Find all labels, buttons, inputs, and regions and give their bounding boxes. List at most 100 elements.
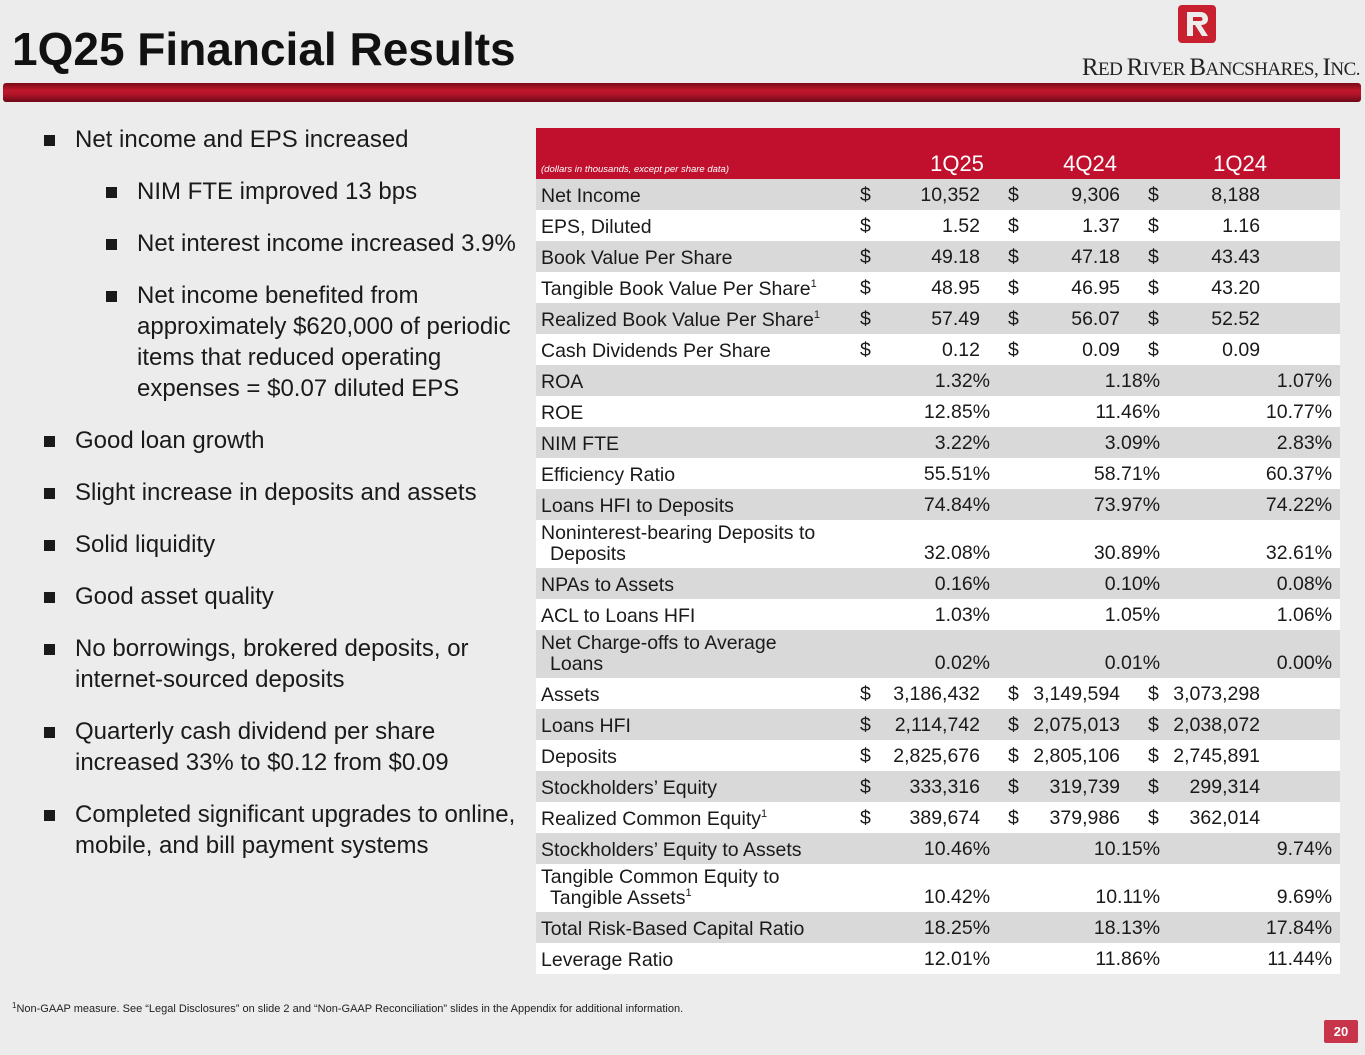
cell-value: 10.46% (854, 833, 1021, 864)
column-header: 1Q24 (1160, 128, 1341, 179)
list-item: Good loan growth (44, 425, 524, 456)
currency-symbol: $ (1120, 771, 1161, 802)
row-label: Tangible Common Equity to Tangible Assets… (536, 864, 854, 912)
row-label: Realized Book Value Per Share1 (536, 303, 854, 334)
cell-value: 1.06% (1160, 599, 1341, 630)
currency-symbol: $ (980, 303, 1021, 334)
cell-value: 379,986 (1020, 802, 1121, 833)
row-label: Assets (536, 678, 854, 709)
table-row: NPAs to Assets 0.16% 0.10% 0.08% (536, 568, 1341, 599)
cell-value: 11.86% (1020, 943, 1161, 974)
footnote-marker: 1 (685, 887, 692, 899)
cell-value: 3,149,594 (1020, 678, 1121, 709)
cell-value: 0.16% (854, 568, 1021, 599)
cell-value: 12.01% (854, 943, 1021, 974)
table-row: ROA 1.32% 1.18% 1.07% (536, 365, 1341, 396)
cell-value: 0.09 (1160, 334, 1261, 365)
cell-value: 0.02% (854, 630, 1021, 678)
list-item: Quarterly cash dividend per share increa… (44, 716, 524, 778)
company-logo-text: RED RIVER BANCSHARES, INC. (1081, 54, 1361, 81)
cell-value: 73.97% (1020, 489, 1161, 520)
cell-value: 9,306 (1020, 179, 1121, 210)
cell-value: 11.44% (1160, 943, 1341, 974)
bullet-square-icon (44, 135, 55, 146)
cell-value: 1.16 (1160, 210, 1261, 241)
cell-value: 1.07% (1160, 365, 1341, 396)
currency-symbol: $ (854, 678, 880, 709)
row-label: Net Income (536, 179, 854, 210)
bullet-square-icon (44, 488, 55, 499)
table-row: Loans HFI $2,114,742 $2,075,013 $2,038,072 (536, 709, 1341, 740)
cell-value: 74.84% (854, 489, 1021, 520)
table-row: Leverage Ratio 12.01% 11.86% 11.44% (536, 943, 1341, 974)
cell-value: 43.43 (1160, 241, 1261, 272)
list-item: No borrowings, brokered deposits, or int… (44, 633, 524, 695)
bullet-square-icon (44, 436, 55, 447)
currency-symbol: $ (980, 678, 1021, 709)
cell-value: 3.22% (854, 427, 1021, 458)
column-header: 4Q24 (1020, 128, 1161, 179)
cell-value: 0.12 (880, 334, 980, 365)
table-row: Efficiency Ratio 55.51% 58.71% 60.37% (536, 458, 1341, 489)
cell-value: 299,314 (1160, 771, 1261, 802)
currency-symbol: $ (980, 709, 1021, 740)
bullet-square-icon (44, 727, 55, 738)
header-divider-bar (3, 83, 1361, 102)
cell-value: 46.95 (1020, 272, 1121, 303)
row-label: EPS, Diluted (536, 210, 854, 241)
currency-symbol: $ (854, 210, 880, 241)
table-row: Stockholders’ Equity $333,316 $319,739 $299… (536, 771, 1341, 802)
currency-symbol: $ (1120, 678, 1161, 709)
cell-value: 55.51% (854, 458, 1021, 489)
row-label: Loans HFI (536, 709, 854, 740)
cell-value: 30.89% (1020, 520, 1161, 568)
bullet-square-icon (44, 810, 55, 821)
table-row: Book Value Per Share $49.18 $47.18 $43.43 (536, 241, 1341, 272)
table-row: Realized Book Value Per Share1 $57.49 $56.… (536, 303, 1341, 334)
currency-symbol: $ (980, 272, 1021, 303)
cell-value: 32.61% (1160, 520, 1341, 568)
currency-symbol: $ (854, 272, 880, 303)
footnote: 1Non-GAAP measure. See “Legal Disclosure… (12, 1001, 684, 1016)
currency-symbol: $ (1120, 709, 1161, 740)
cell-value: 10.42% (854, 864, 1021, 912)
currency-symbol: $ (980, 241, 1021, 272)
page-title: 1Q25 Financial Results (12, 23, 516, 75)
cell-value: 1.18% (1020, 365, 1161, 396)
row-label: Cash Dividends Per Share (536, 334, 854, 365)
currency-symbol: $ (980, 740, 1021, 771)
list-item: Net income and EPS increased (44, 124, 524, 155)
row-label: Efficiency Ratio (536, 458, 854, 489)
table-row: Loans HFI to Deposits 74.84% 73.97% 74.22% (536, 489, 1341, 520)
table-row: ACL to Loans HFI 1.03% 1.05% 1.06% (536, 599, 1341, 630)
cell-value: 57.49 (880, 303, 980, 334)
row-label: Loans HFI to Deposits (536, 489, 854, 520)
row-label: Stockholders’ Equity (536, 771, 854, 802)
cell-value: 43.20 (1160, 272, 1261, 303)
cell-value: 9.69% (1160, 864, 1341, 912)
cell-value: 389,674 (880, 802, 980, 833)
currency-symbol: $ (1120, 179, 1161, 210)
row-label: Deposits (536, 740, 854, 771)
footnote-marker: 1 (813, 309, 820, 321)
cell-value: 2,075,013 (1020, 709, 1121, 740)
currency-symbol: $ (980, 210, 1021, 241)
currency-symbol: $ (854, 303, 880, 334)
table-row: Tangible Book Value Per Share1 $48.95 $46.… (536, 272, 1341, 303)
table-row: Cash Dividends Per Share $0.12 $0.09 $0.09 (536, 334, 1341, 365)
cell-value: 58.71% (1020, 458, 1161, 489)
row-label: Net Charge-offs to Average Loans (536, 630, 854, 678)
currency-symbol: $ (980, 179, 1021, 210)
table-row: Assets $3,186,432 $3,149,594 $3,073,298 (536, 678, 1341, 709)
row-label: NIM FTE (536, 427, 854, 458)
cell-value: 2,745,891 (1160, 740, 1261, 771)
red-river-logo-icon (1178, 5, 1216, 43)
bullet-square-icon (44, 540, 55, 551)
row-label: NPAs to Assets (536, 568, 854, 599)
cell-value: 1.05% (1020, 599, 1161, 630)
bullet-square-icon (106, 187, 117, 198)
cell-value: 8,188 (1160, 179, 1261, 210)
bullet-square-icon (106, 291, 117, 302)
page-number: 20 (1324, 1020, 1358, 1043)
table-row: Deposits $2,825,676 $2,805,106 $2,745,891 (536, 740, 1341, 771)
